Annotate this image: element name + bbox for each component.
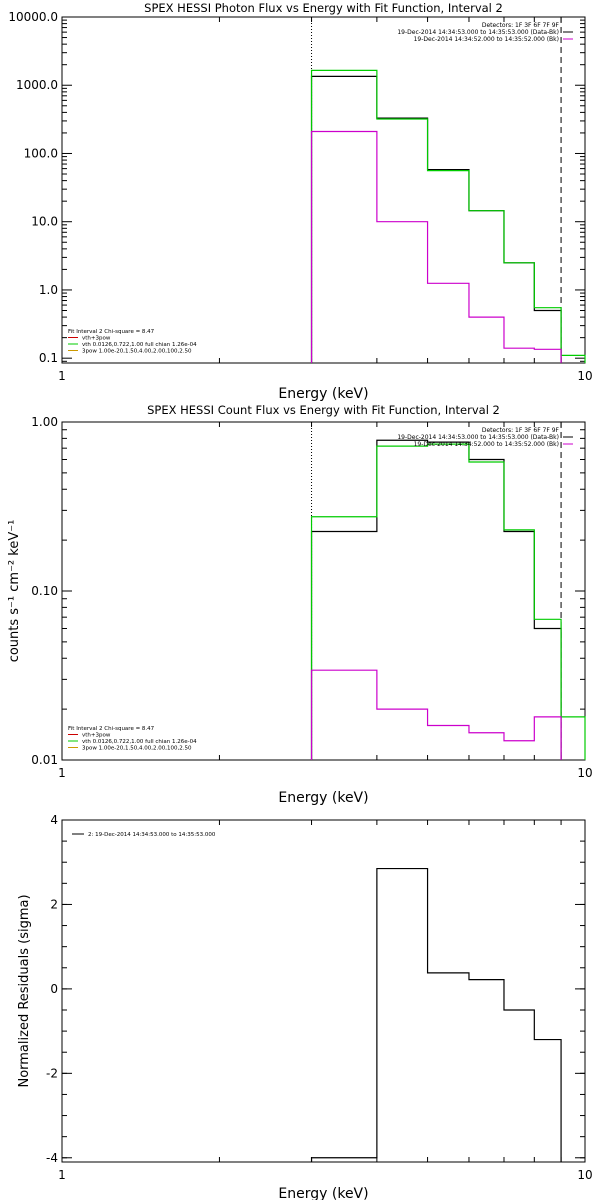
legend-bottom-left-entry: Fit Interval 2 Chi-square = 8.47 <box>68 329 155 335</box>
legend-top-right-entry: 19-Dec-2014 14:34:53.000 to 14:35:53.000… <box>397 29 559 36</box>
x-tick-label: 10 <box>577 1168 592 1182</box>
legend-bottom-left-entry: Fit Interval 2 Chi-square = 8.47 <box>68 726 155 732</box>
x-axis-label: Energy (keV) <box>278 386 368 402</box>
x-tick-label: 10 <box>577 369 592 383</box>
chart-panel-2: SPEX HESSI Count Flux vs Energy with Fit… <box>7 403 593 806</box>
legend-bottom-left-entry: vth 0.0126,0.722,1.00 full chian 1.26e-0… <box>82 739 197 745</box>
plot-frame <box>61 16 586 364</box>
x-tick-label: 1 <box>58 1168 66 1182</box>
y-tick-label: 0.10 <box>31 584 58 598</box>
plot-frame <box>61 421 586 761</box>
chart-title: SPEX HESSI Photon Flux vs Energy with Fi… <box>144 1 503 15</box>
y-tick-label: 1.00 <box>31 415 58 429</box>
y-tick-label: 1.0 <box>39 283 58 297</box>
legend-bottom-left-entry: vth+3pow <box>82 733 111 739</box>
y-tick-label: 0 <box>50 982 58 996</box>
x-tick-label: 1 <box>58 766 66 780</box>
y-tick-label: 10.0 <box>31 215 58 229</box>
legend-bottom-left-entry: vth+3pow <box>82 336 111 342</box>
y-axis: -4 -2 0 2 4 <box>46 813 585 1165</box>
legend-bottom-left-entry: 3pow 1.00e-20,1.50,4.00,2.00,100,2.50 <box>82 349 192 355</box>
y-axis: 0.1 1.0 10.0 100.0 1000.0 10000.0 <box>8 10 585 365</box>
legend-top-right-entry: Detectors: 1F 3F 6F 7F 9F <box>482 22 560 29</box>
x-tick-label: 1 <box>58 369 66 383</box>
y-axis-label: counts s⁻¹ cm⁻² keV⁻¹ <box>7 520 22 663</box>
legend-top-right-entry: Detectors: 1F 3F 6F 7F 9F <box>482 427 560 434</box>
y-axis: 0.01 0.10 1.00 <box>31 415 585 767</box>
y-tick-label: 0.01 <box>31 753 58 767</box>
legend-top-right-entry: 19-Dec-2014 14:34:52.000 to 14:35:52.000… <box>414 36 559 43</box>
x-axis-label: Energy (keV) <box>278 1186 368 1200</box>
y-tick-label: 100.0 <box>24 146 58 160</box>
series-2-histogram <box>310 69 586 363</box>
series-2-histogram <box>310 443 586 760</box>
chart-title: SPEX HESSI Count Flux vs Energy with Fit… <box>147 403 500 417</box>
x-axis: 1 10 <box>58 820 593 1182</box>
x-tick-label: 10 <box>577 766 592 780</box>
y-tick-label: 1000.0 <box>16 78 58 92</box>
y-tick-label: 2 <box>50 897 58 911</box>
x-axis-label: Energy (keV) <box>278 790 368 806</box>
chart-panel-3: 1 10 Energy (keV) -4 -2 0 2 4 Normalized Residua… <box>17 813 593 1202</box>
x-axis: 1 10 <box>58 17 593 383</box>
series-3-histogram <box>310 669 562 760</box>
series-1-histogram <box>310 439 562 760</box>
series-3-histogram <box>310 130 562 363</box>
chart-panel-1: SPEX HESSI Photon Flux vs Energy with Fi… <box>8 1 592 402</box>
legend-bottom-left-entry: vth 0.0126,0.722,1.00 full chian 1.26e-0… <box>82 342 197 348</box>
series-1-histogram <box>310 75 562 363</box>
plot-frame <box>61 819 586 1163</box>
legend-bottom-left-entry: 3pow 1.00e-20,1.50,4.00,2.00,100,2.50 <box>82 746 192 752</box>
series-1-histogram <box>310 867 562 1162</box>
y-tick-label: 4 <box>50 813 58 827</box>
y-tick-label: 10000.0 <box>8 10 58 24</box>
y-tick-label: 0.1 <box>39 351 58 365</box>
y-tick-label: -2 <box>46 1066 58 1080</box>
legend-top-left-entry: 2: 19-Dec-2014 14:34:53.000 to 14:35:53.… <box>88 832 216 838</box>
legend-top-right-entry: 19-Dec-2014 14:34:52.000 to 14:35:52.000… <box>414 441 559 448</box>
legend-top-right-entry: 19-Dec-2014 14:34:53.000 to 14:35:53.000… <box>397 434 559 441</box>
y-axis-label: Normalized Residuals (sigma) <box>17 894 32 1087</box>
y-tick-label: -4 <box>46 1151 58 1165</box>
